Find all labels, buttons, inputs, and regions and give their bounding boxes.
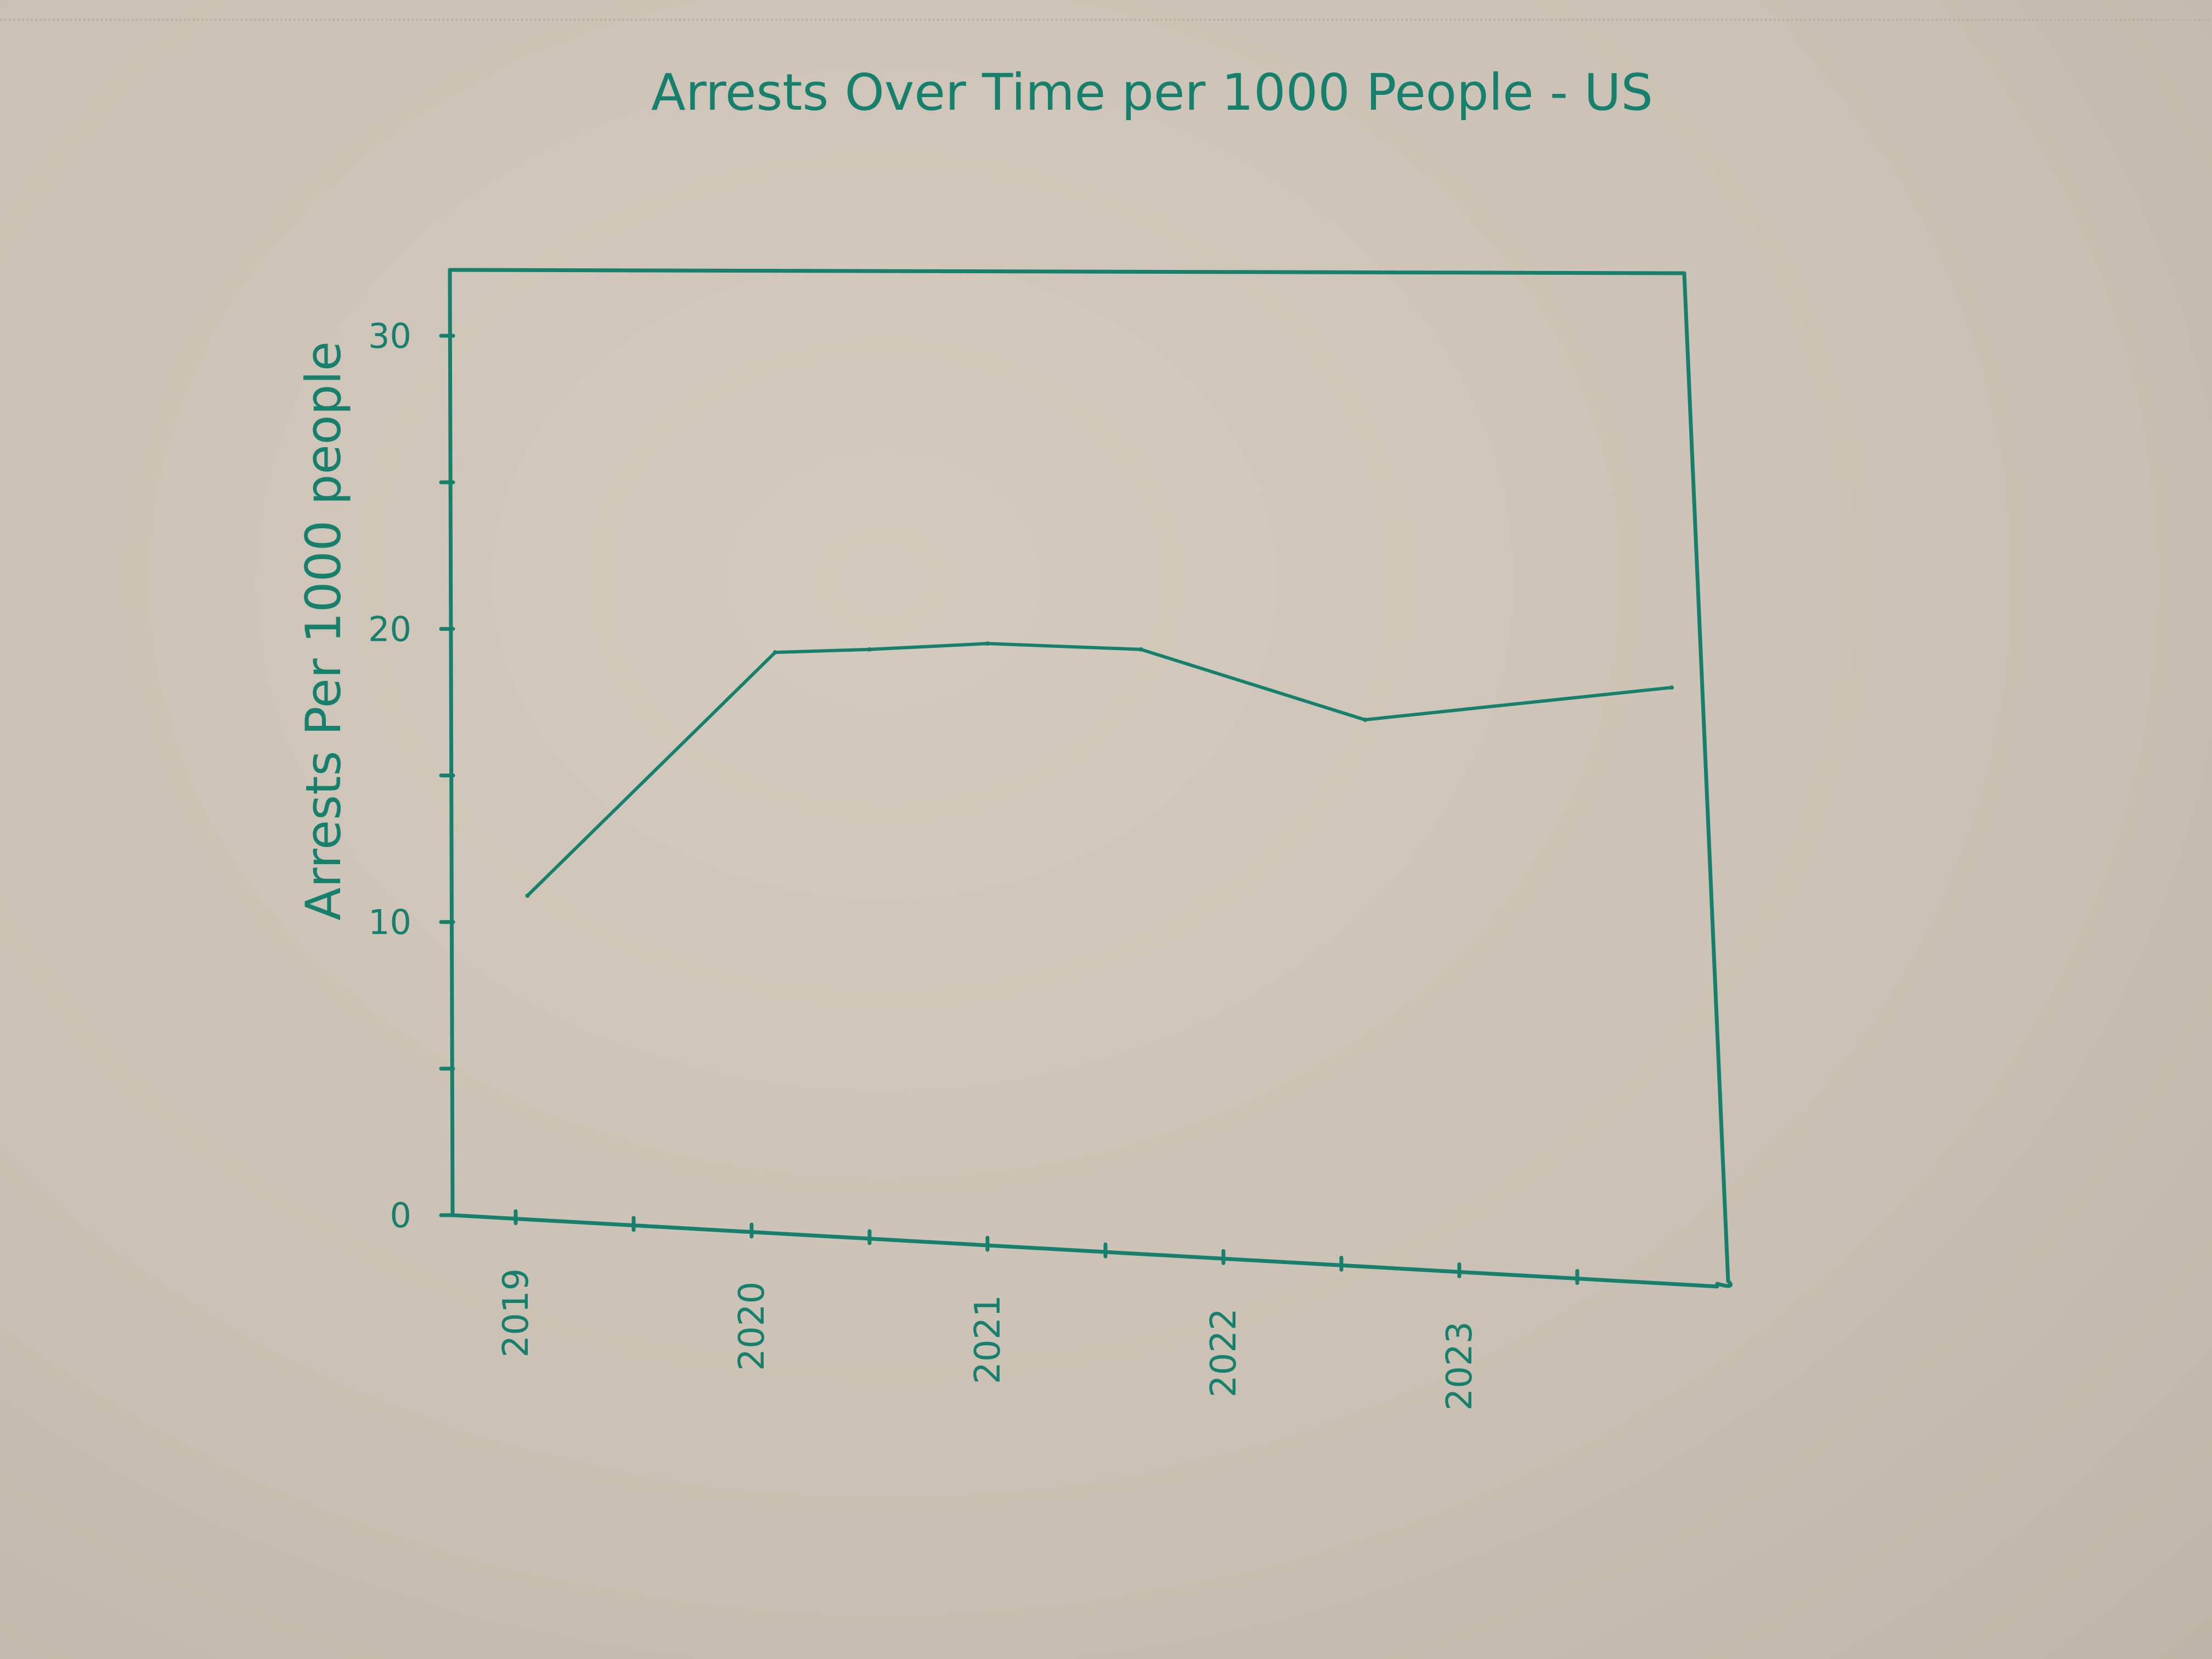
- chart-title: Arrests Over Time per 1000 People - US: [651, 63, 1653, 122]
- y-axis-ticks: 0 10 20 30: [368, 316, 455, 1235]
- plot-frame: [448, 268, 1733, 1289]
- y-tick-label: 0: [390, 1195, 411, 1235]
- x-tick-label: 2019: [496, 1268, 537, 1358]
- x-axis-line: [450, 1213, 1719, 1289]
- y-axis-label: Arrests Per 1000 people: [295, 341, 352, 921]
- x-tick-label: 2022: [1204, 1308, 1244, 1397]
- y-tick-label: 20: [368, 609, 411, 649]
- series-point: [773, 650, 777, 655]
- x-tick-label: 2021: [968, 1295, 1008, 1384]
- series-point: [985, 641, 990, 646]
- x-tick-label: 2023: [1440, 1322, 1480, 1411]
- series-point: [1669, 685, 1674, 690]
- series-point: [1138, 647, 1143, 652]
- series-point: [525, 893, 530, 898]
- data-series: [525, 641, 1674, 898]
- frame-top-right: [448, 268, 1733, 1288]
- y-tick-label: 10: [368, 902, 411, 943]
- series-point: [867, 647, 872, 652]
- y-tick-label: 30: [368, 316, 411, 356]
- series-point: [1363, 717, 1367, 722]
- paper-fold-edge: [0, 0, 2212, 21]
- series-line: [526, 642, 1673, 898]
- x-tick-label: 2020: [732, 1282, 772, 1371]
- y-axis-line: [448, 268, 455, 1217]
- x-axis-ticks: 2019 2020 2021 2022 2023: [496, 1209, 1579, 1411]
